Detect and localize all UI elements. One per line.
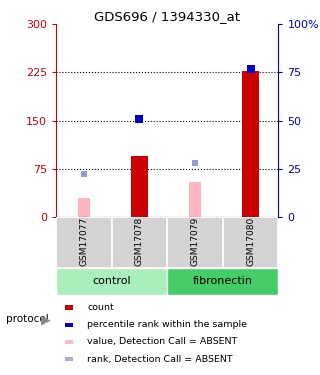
Bar xyxy=(242,70,259,217)
Text: GSM17078: GSM17078 xyxy=(135,217,144,266)
Title: GDS696 / 1394330_at: GDS696 / 1394330_at xyxy=(94,10,240,23)
Point xyxy=(248,66,253,72)
Point xyxy=(137,116,142,122)
Text: rank, Detection Call = ABSENT: rank, Detection Call = ABSENT xyxy=(87,354,233,363)
Text: fibronectin: fibronectin xyxy=(193,276,253,286)
Bar xyxy=(131,156,148,217)
Bar xyxy=(189,182,201,217)
Bar xyxy=(65,340,74,344)
Bar xyxy=(78,198,90,217)
Text: control: control xyxy=(92,276,131,286)
Text: protocol: protocol xyxy=(6,315,49,324)
Point xyxy=(81,171,86,177)
Text: percentile rank within the sample: percentile rank within the sample xyxy=(87,320,247,329)
Text: value, Detection Call = ABSENT: value, Detection Call = ABSENT xyxy=(87,338,237,346)
Text: GSM17079: GSM17079 xyxy=(190,217,199,266)
Text: GSM17077: GSM17077 xyxy=(79,217,88,266)
Bar xyxy=(65,322,74,327)
Bar xyxy=(56,268,167,295)
Bar xyxy=(112,217,167,268)
Bar xyxy=(223,217,278,268)
Text: count: count xyxy=(87,303,114,312)
Bar xyxy=(167,268,278,295)
Bar xyxy=(56,217,112,268)
Point xyxy=(192,160,197,166)
Text: GSM17080: GSM17080 xyxy=(246,217,255,266)
Text: ▶: ▶ xyxy=(41,313,51,326)
Bar xyxy=(65,357,74,361)
Bar xyxy=(65,305,74,310)
Bar xyxy=(167,217,223,268)
